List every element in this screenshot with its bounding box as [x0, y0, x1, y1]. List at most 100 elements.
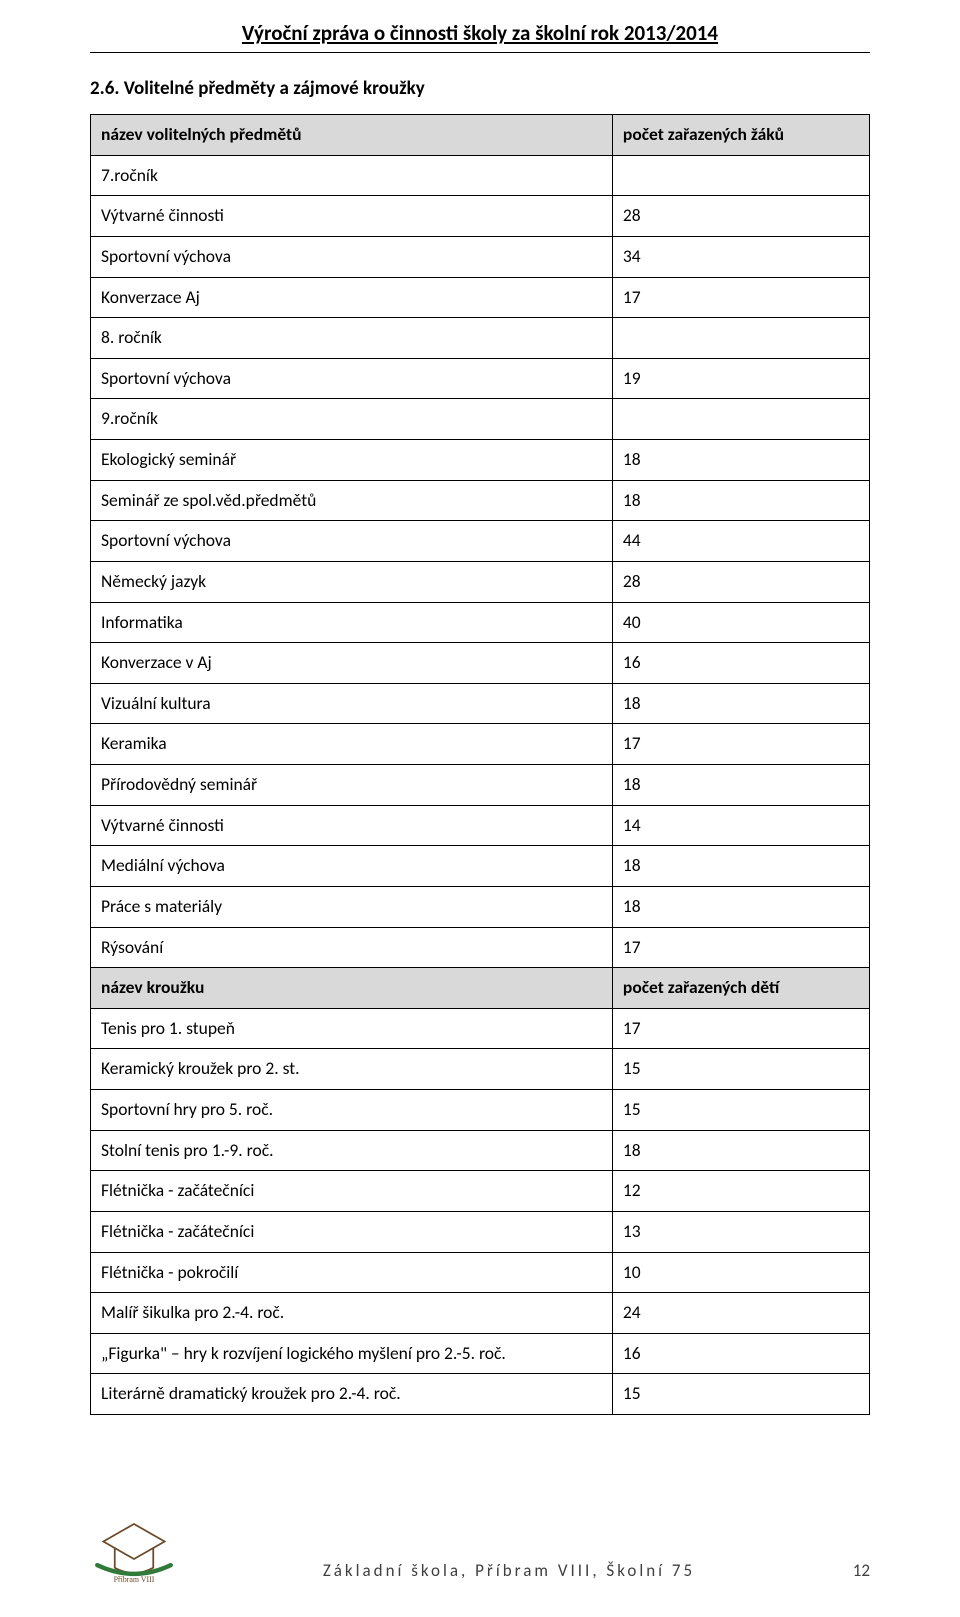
table-row: Výtvarné činnosti28 — [91, 196, 870, 237]
table-row: Informatika40 — [91, 602, 870, 643]
subject-value: 28 — [612, 561, 869, 602]
club-label: Flétnička - začátečníci — [91, 1211, 613, 1252]
subject-value: 44 — [612, 521, 869, 562]
table-row: Keramika17 — [91, 724, 870, 765]
table-row: Ekologický seminář18 — [91, 440, 870, 481]
table-row: 9.ročník — [91, 399, 870, 440]
subject-label: Přírodovědný seminář — [91, 765, 613, 806]
table-row: Mediální výchova18 — [91, 846, 870, 887]
subject-value: 18 — [612, 846, 869, 887]
subject-label: Sportovní výchova — [91, 521, 613, 562]
club-label: Malíř šikulka pro 2.-4. roč. — [91, 1293, 613, 1334]
subject-label: Práce s materiály — [91, 886, 613, 927]
subjects-header-value: počet zařazených žáků — [612, 115, 869, 156]
subject-label: Výtvarné činnosti — [91, 196, 613, 237]
club-value: 16 — [612, 1333, 869, 1374]
table-row: 7.ročník — [91, 155, 870, 196]
club-label: Literárně dramatický kroužek pro 2.-4. r… — [91, 1374, 613, 1415]
table-row: Sportovní výchova44 — [91, 521, 870, 562]
table-row: Stolní tenis pro 1.-9. roč.18 — [91, 1130, 870, 1171]
grade-row-value — [612, 318, 869, 359]
club-label: „Figurka" – hry k rozvíjení logického my… — [91, 1333, 613, 1374]
table-row: Flétnička - začátečníci12 — [91, 1171, 870, 1212]
subject-value: 18 — [612, 765, 869, 806]
page: Výroční zpráva o činnosti školy za školn… — [0, 0, 960, 1617]
table-row: Výtvarné činnosti14 — [91, 805, 870, 846]
table-row: Přírodovědný seminář18 — [91, 765, 870, 806]
subject-label: Mediální výchova — [91, 846, 613, 887]
subject-label: Rýsování — [91, 927, 613, 968]
table-row: Flétnička - začátečníci13 — [91, 1211, 870, 1252]
subject-value: 19 — [612, 358, 869, 399]
grade-row-label: 9.ročník — [91, 399, 613, 440]
table-row: Sportovní výchova19 — [91, 358, 870, 399]
subject-label: Německý jazyk — [91, 561, 613, 602]
subject-value: 28 — [612, 196, 869, 237]
table-row: Sportovní výchova34 — [91, 236, 870, 277]
table-row: „Figurka" – hry k rozvíjení logického my… — [91, 1333, 870, 1374]
school-logo: Příbram VIII — [90, 1517, 178, 1587]
subject-value: 17 — [612, 927, 869, 968]
page-header-title: Výroční zpráva o činnosti školy za školn… — [90, 20, 870, 46]
section-heading: 2.6. Volitelné předměty a zájmové kroužk… — [90, 77, 870, 100]
table-row: název kroužkupočet zařazených dětí — [91, 968, 870, 1009]
header-rule — [90, 52, 870, 53]
page-footer: Příbram VIII Základní škola, Příbram VII… — [90, 1517, 870, 1587]
subject-label: Sportovní výchova — [91, 236, 613, 277]
subjects-header-label: název volitelných předmětů — [91, 115, 613, 156]
grade-row-value — [612, 155, 869, 196]
table-row: Flétnička - pokročilí10 — [91, 1252, 870, 1293]
footer-page-number: 12 — [840, 1560, 870, 1587]
subject-value: 16 — [612, 643, 869, 684]
table-row: Práce s materiály18 — [91, 886, 870, 927]
footer-school-name: Základní škola, Příbram VIII, Školní 75 — [178, 1560, 840, 1587]
subject-label: Sportovní výchova — [91, 358, 613, 399]
grade-row-label: 8. ročník — [91, 318, 613, 359]
subject-label: Ekologický seminář — [91, 440, 613, 481]
subject-value: 18 — [612, 480, 869, 521]
subjects-table: název volitelných předmětůpočet zařazený… — [90, 114, 870, 1415]
subject-value: 40 — [612, 602, 869, 643]
table-row: Seminář ze spol.věd.předmětů18 — [91, 480, 870, 521]
subject-value: 17 — [612, 724, 869, 765]
subject-label: Konverzace Aj — [91, 277, 613, 318]
subject-value: 17 — [612, 277, 869, 318]
table-row: Rýsování17 — [91, 927, 870, 968]
subject-value: 18 — [612, 886, 869, 927]
club-label: Keramický kroužek pro 2. st. — [91, 1049, 613, 1090]
club-label: Stolní tenis pro 1.-9. roč. — [91, 1130, 613, 1171]
club-value: 15 — [612, 1049, 869, 1090]
subject-label: Výtvarné činnosti — [91, 805, 613, 846]
club-value: 24 — [612, 1293, 869, 1334]
club-value: 18 — [612, 1130, 869, 1171]
table-row: Literárně dramatický kroužek pro 2.-4. r… — [91, 1374, 870, 1415]
table-row: Malíř šikulka pro 2.-4. roč.24 — [91, 1293, 870, 1334]
subject-label: Informatika — [91, 602, 613, 643]
club-value: 10 — [612, 1252, 869, 1293]
subject-label: Vizuální kultura — [91, 683, 613, 724]
table-row: Konverzace v Aj16 — [91, 643, 870, 684]
table-row: Vizuální kultura18 — [91, 683, 870, 724]
subject-value: 34 — [612, 236, 869, 277]
subject-label: Keramika — [91, 724, 613, 765]
club-label: Sportovní hry pro 5. roč. — [91, 1090, 613, 1131]
table-row: Německý jazyk28 — [91, 561, 870, 602]
clubs-header-value: počet zařazených dětí — [612, 968, 869, 1009]
grade-row-value — [612, 399, 869, 440]
table-row: Keramický kroužek pro 2. st.15 — [91, 1049, 870, 1090]
clubs-header-label: název kroužku — [91, 968, 613, 1009]
table-row: název volitelných předmětůpočet zařazený… — [91, 115, 870, 156]
club-value: 15 — [612, 1374, 869, 1415]
table-row: Sportovní hry pro 5. roč.15 — [91, 1090, 870, 1131]
subject-label: Konverzace v Aj — [91, 643, 613, 684]
table-row: Konverzace Aj17 — [91, 277, 870, 318]
table-row: Tenis pro 1. stupeň17 — [91, 1008, 870, 1049]
subject-label: Seminář ze spol.věd.předmětů — [91, 480, 613, 521]
club-label: Flétnička - pokročilí — [91, 1252, 613, 1293]
club-value: 17 — [612, 1008, 869, 1049]
club-value: 13 — [612, 1211, 869, 1252]
club-value: 12 — [612, 1171, 869, 1212]
club-label: Flétnička - začátečníci — [91, 1171, 613, 1212]
grade-row-label: 7.ročník — [91, 155, 613, 196]
club-value: 15 — [612, 1090, 869, 1131]
